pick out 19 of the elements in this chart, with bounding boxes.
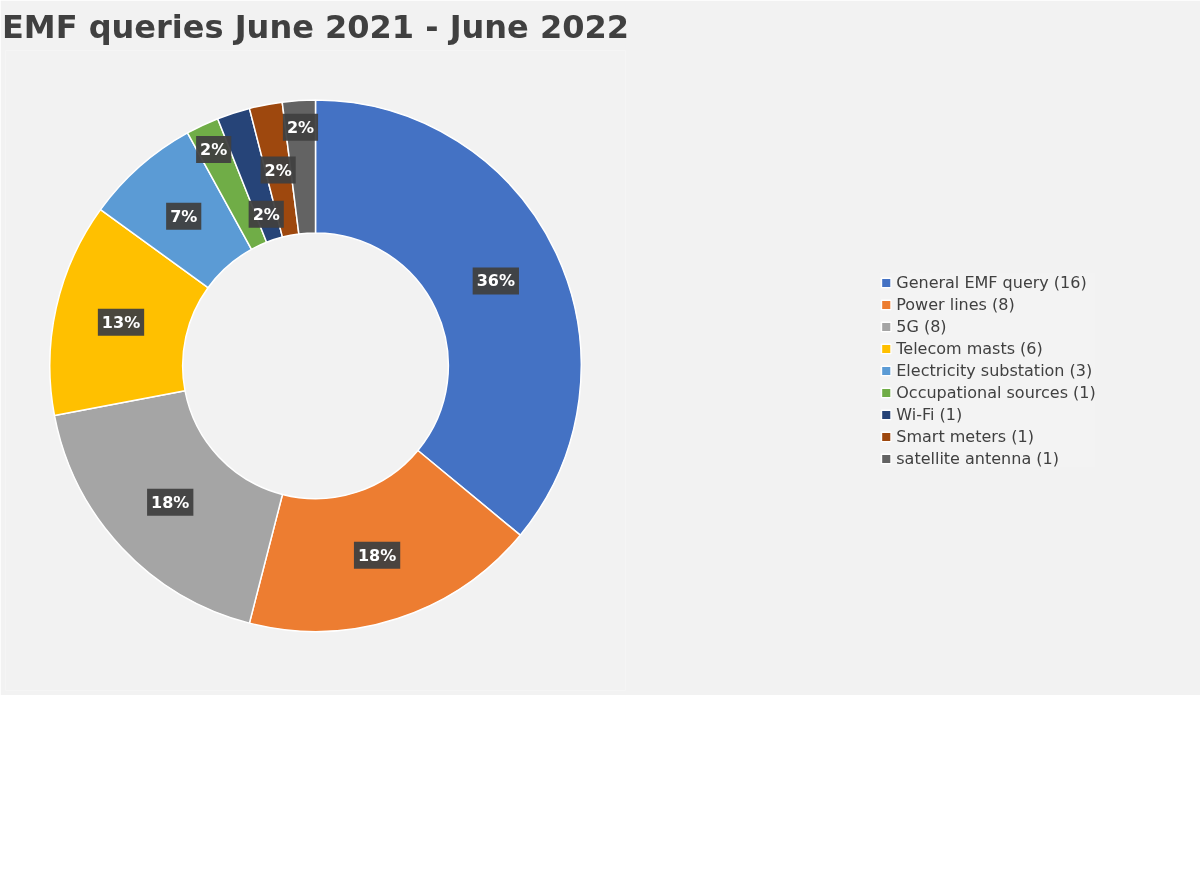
legend-label: General EMF query (16) <box>896 272 1087 292</box>
data-label: 2% <box>286 117 315 137</box>
legend-label: Wi-Fi (1) <box>896 404 963 424</box>
legend-label: satellite antenna (1) <box>896 448 1059 468</box>
data-label: 2% <box>264 160 292 180</box>
data-label: 2% <box>200 139 228 159</box>
data-label: 7% <box>170 206 198 226</box>
legend-label: Telecom masts (6) <box>896 338 1043 358</box>
data-label: 18% <box>151 492 190 512</box>
data-label: 36% <box>476 271 515 291</box>
legend-label: Power lines (8) <box>896 294 1015 314</box>
data-label: 18% <box>357 545 397 565</box>
legend-label: Electricity substation (3) <box>896 360 1093 380</box>
legend-label: Smart meters (1) <box>896 426 1034 446</box>
chart-title: EMF queries June 2021 - June 2022 <box>1 7 630 46</box>
data-label: 13% <box>101 312 141 332</box>
legend-label: Occupational sources (1) <box>896 382 1096 402</box>
legend-label: 5G (8) <box>896 316 947 336</box>
data-label: 2% <box>252 204 280 224</box>
